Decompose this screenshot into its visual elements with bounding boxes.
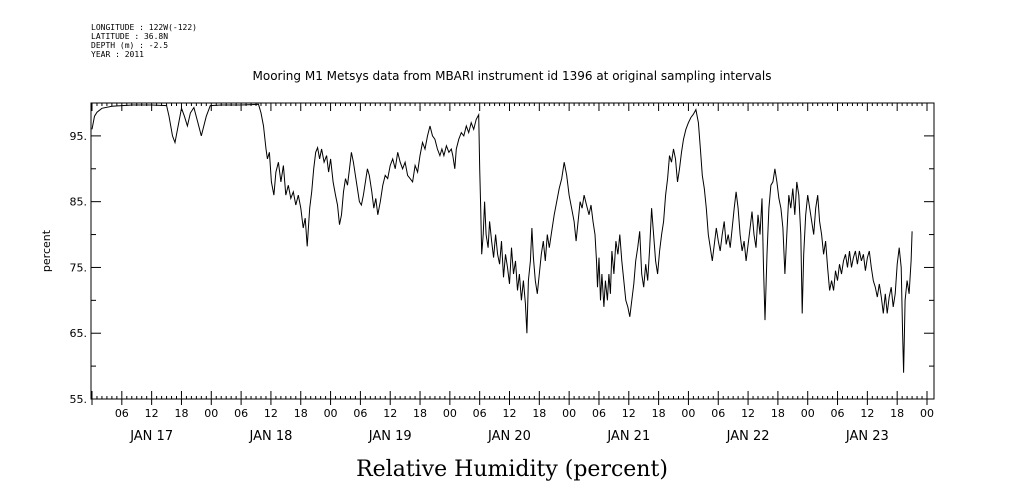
series-line-humidity [91,103,913,373]
plot-frame [90,102,935,400]
x-tick-label: 00 [324,407,338,420]
x-tick-label: 06 [234,407,248,420]
x-tick-label: 06 [473,407,487,420]
x-tick-label: 12 [383,407,397,420]
x-axis: 06 12 18 00 06 12 18 00 06 12 18 00 06 12 18 00 06 12 18 00… [91,103,934,420]
x-tick-label: 06 [353,407,367,420]
day-label: JAN 18 [248,429,292,444]
x-tick-label: 18 [771,407,785,420]
x-tick-label: 12 [264,407,278,420]
y-tick-label: 85. [70,196,88,209]
y-tick-label: 75. [70,261,88,274]
x-tick-label: 18 [413,407,427,420]
x-tick-label: 18 [890,407,904,420]
x-tick-label: 12 [145,407,159,420]
day-label: JAN 23 [845,429,889,444]
day-labels: JAN 17 JAN 18 JAN 19 JAN 20 JAN 21 JAN 22 JAN … [129,429,889,444]
x-tick-label: 18 [532,407,546,420]
x-tick-label: 12 [622,407,636,420]
x-tick-label: 06 [592,407,606,420]
x-tick-label: 00 [681,407,695,420]
chart-title: Mooring M1 Metsys data from MBARI instru… [253,69,772,83]
x-tick-label: 00 [443,407,457,420]
x-tick-label: 00 [562,407,576,420]
x-tick-label: 06 [831,407,845,420]
x-tick-label: 12 [503,407,517,420]
x-tick-label: 00 [920,407,934,420]
x-tick-label: 06 [711,407,725,420]
y-tick-label: 65. [70,327,88,340]
day-label: JAN 20 [487,429,531,444]
depth-text: DEPTH (m) : -2.5 [91,41,168,50]
x-tick-label: 12 [860,407,874,420]
y-axis-label: percent [40,229,53,272]
x-axis-label: Relative Humidity (percent) [356,457,668,482]
x-tick-label: 12 [741,407,755,420]
x-tick-label: 18 [174,407,188,420]
day-label: JAN 19 [368,429,412,444]
x-tick-label: 18 [294,407,308,420]
year-text: YEAR : 2011 [91,50,144,59]
y-axis: 55. 65. 75. 85. 95. [70,102,934,406]
x-tick-label: 00 [801,407,815,420]
y-tick-label: 55. [70,393,88,406]
x-tick-label: 06 [115,407,129,420]
y-tick-label: 95. [70,130,88,143]
meta-block: LONGITUDE : 122W(-122) LATITUDE : 36.8N … [91,23,197,59]
day-label: JAN 21 [606,429,650,444]
latitude-text: LATITUDE : 36.8N [91,32,168,41]
longitude-text: LONGITUDE : 122W(-122) [91,23,197,32]
x-tick-label: 00 [204,407,218,420]
x-tick-label: 18 [652,407,666,420]
day-label: JAN 17 [129,429,173,444]
day-label: JAN 22 [726,429,770,444]
